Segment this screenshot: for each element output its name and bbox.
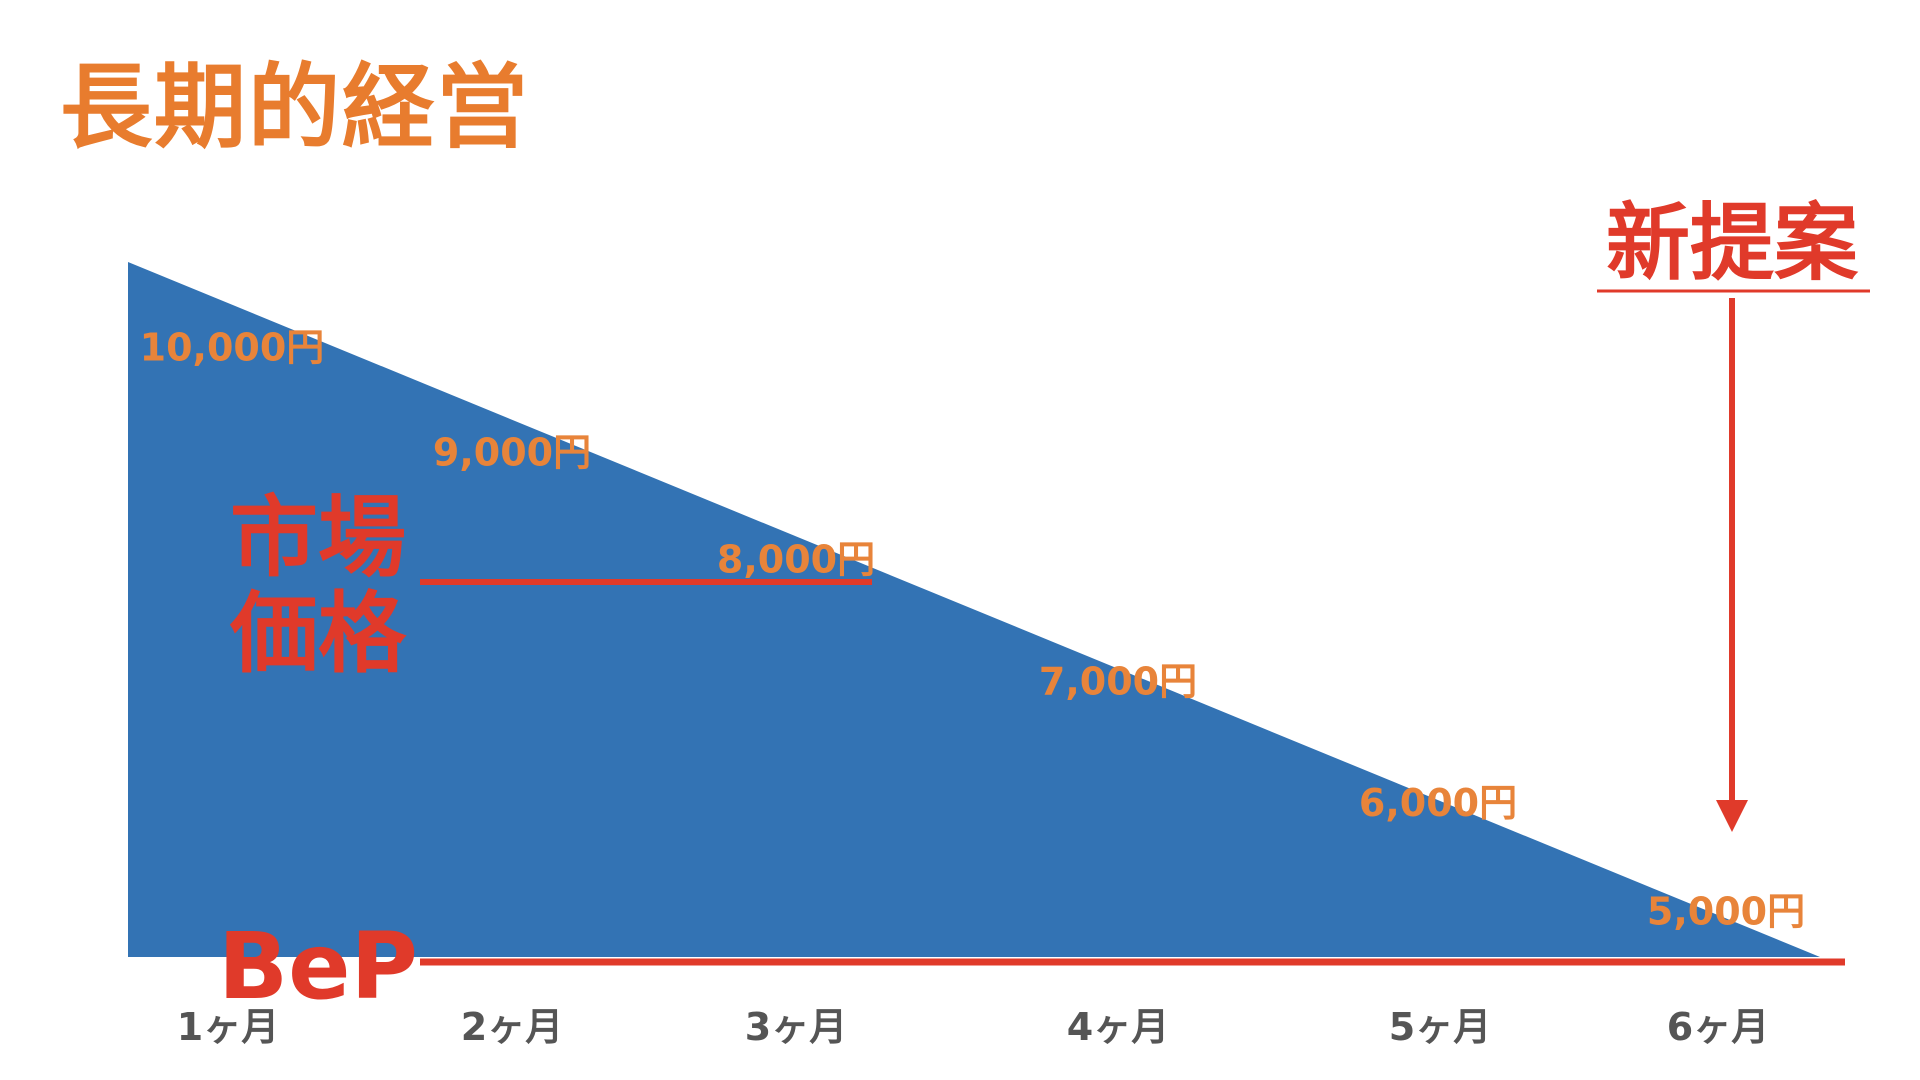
month-label: 2ヶ月 [461, 1005, 563, 1049]
market-price-label-line1: 市場 [230, 486, 406, 589]
value-label: 7,000円 [1039, 660, 1197, 704]
month-label: 3ヶ月 [745, 1005, 847, 1049]
value-label: 10,000円 [140, 326, 325, 370]
value-label: 8,000円 [717, 537, 875, 581]
month-label: 5ヶ月 [1389, 1005, 1491, 1049]
value-label: 5,000円 [1647, 889, 1805, 933]
value-label: 9,000円 [433, 431, 591, 475]
new-proposal-label: 新提案 [1606, 194, 1859, 292]
month-label: 6ヶ月 [1667, 1005, 1769, 1049]
price-area [128, 262, 1820, 957]
month-label: 4ヶ月 [1067, 1005, 1169, 1049]
month-label: 1ヶ月 [177, 1005, 279, 1049]
new-proposal-arrow-head [1716, 800, 1748, 832]
page-title: 長期的経営 [60, 54, 531, 161]
value-label: 6,000円 [1359, 781, 1517, 825]
market-price-label-line2: 価格 [229, 582, 407, 685]
bep-label: BeP [218, 913, 418, 1020]
